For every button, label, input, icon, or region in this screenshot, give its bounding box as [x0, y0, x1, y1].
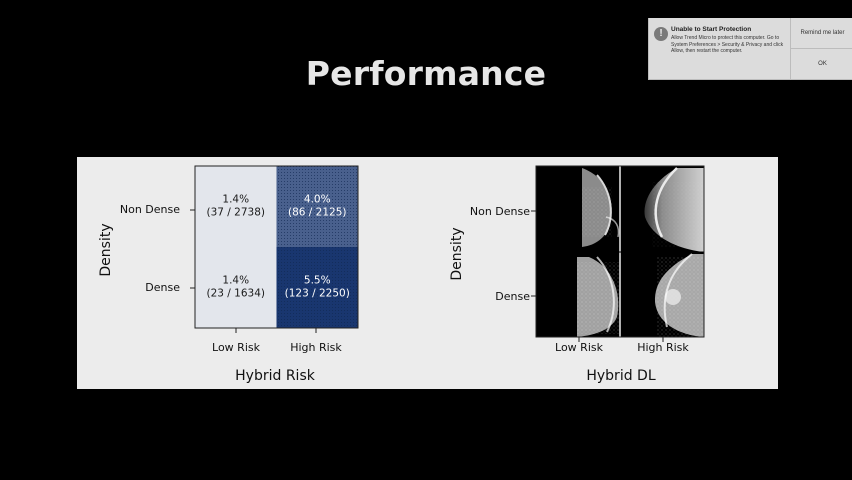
- risk-heatmap: 1.4%(37 / 2738)4.0%(86 / 2125)1.4%(23 / …: [195, 166, 358, 328]
- heatmap-cell: [195, 166, 277, 247]
- heatmap-cell-percent: 1.4%: [222, 194, 249, 206]
- alert-icon: !: [654, 27, 668, 41]
- mammogram-xlabel: Hybrid DL: [586, 368, 655, 384]
- img-xtick-lowrisk: Low Risk: [555, 341, 604, 354]
- mammogram-frame: [535, 165, 705, 338]
- heatmap-cell-percent: 5.5%: [304, 275, 331, 287]
- ytick-nondense: Non Dense: [120, 203, 180, 216]
- img-ytick-dense: Dense: [495, 290, 530, 303]
- mammogram-ticks: [531, 210, 664, 342]
- heatmap-cell-percent: 1.4%: [222, 275, 249, 287]
- notification-body: Allow Trend Micro to protect this comput…: [671, 35, 784, 55]
- heatmap-cell-texture: [276, 166, 358, 247]
- heatmap-cell-count: (23 / 1634): [207, 288, 266, 300]
- mammogram-dense-lowrisk: [577, 256, 619, 337]
- notification-actions: Remind me later OK: [790, 18, 852, 79]
- heatmap-ticks: [190, 209, 317, 333]
- xtick-lowrisk: Low Risk: [212, 341, 261, 354]
- heatmap-frame: [194, 165, 359, 329]
- mammogram-nondense-highrisk: [644, 167, 704, 252]
- heatmap-cell-texture: [276, 247, 358, 328]
- ytick-dense: Dense: [145, 281, 180, 294]
- mammogram-grid: [535, 165, 705, 338]
- mammogram-dense-highrisk: [654, 253, 704, 337]
- figure-svg: 1.4%(37 / 2738)4.0%(86 / 2125)1.4%(23 / …: [98, 165, 705, 384]
- heatmap-ylabel: Density: [98, 223, 114, 276]
- img-ytick-nondense: Non Dense: [470, 205, 530, 218]
- heatmap-cell-count: (37 / 2738): [207, 207, 266, 219]
- img-xtick-highrisk: High Risk: [637, 341, 689, 354]
- slide-title: Performance: [305, 54, 547, 93]
- mammogram-ylabel: Density: [449, 227, 465, 280]
- xtick-highrisk: High Risk: [290, 341, 342, 354]
- ok-button[interactable]: OK: [818, 61, 827, 67]
- heatmap-cell-count: (123 / 2250): [285, 288, 350, 300]
- heatmap-cell-percent: 4.0%: [304, 194, 331, 206]
- heatmap-xlabel: Hybrid Risk: [235, 368, 316, 384]
- figure-panel: 1.4% (37 / 2738) 4.0% (86 / 2125) 1.4% (23 / …: [77, 157, 778, 389]
- notification-popup: ! Unable to Start Protection Allow Trend…: [648, 18, 852, 80]
- mammogram-nondense-lowrisk: [582, 168, 620, 247]
- notification-title: Unable to Start Protection: [671, 26, 752, 33]
- heatmap-cell-count: (86 / 2125): [288, 207, 347, 219]
- heatmap-cell: [195, 247, 277, 328]
- remind-later-button[interactable]: Remind me later: [791, 18, 852, 49]
